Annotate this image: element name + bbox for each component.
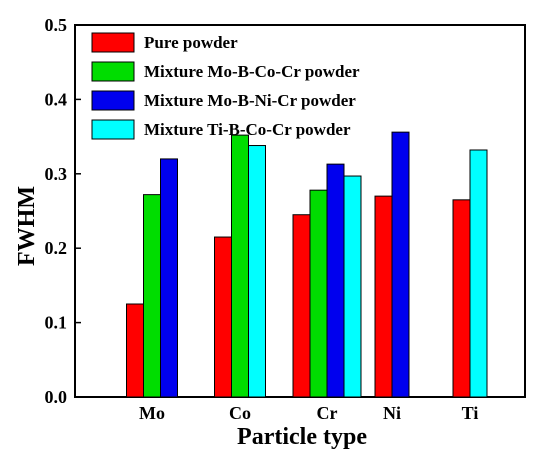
- x-tick-label-cr: Cr: [317, 403, 338, 423]
- legend-swatch-0: [91, 32, 135, 53]
- bar-ti-series-0: [452, 199, 471, 398]
- y-tick-label-5: 0.5: [45, 15, 68, 35]
- x-tick-label-ni: Ni: [383, 403, 401, 423]
- x-tick-label-mo: Mo: [139, 403, 165, 423]
- bar-mo-series-1: [143, 194, 161, 398]
- legend-swatch-2: [91, 90, 135, 111]
- bar-mo-series-0: [126, 303, 144, 398]
- legend-swatch-3: [91, 119, 135, 140]
- x-axis: Mo Co Cr Ni Ti: [139, 403, 478, 423]
- bar-ti-series-3: [469, 149, 488, 398]
- bar-co-series-1: [231, 134, 249, 398]
- bar-ni-series-0: [374, 195, 393, 398]
- legend-label-3: Mixture Ti-B-Co-Cr powder: [144, 120, 351, 139]
- y-axis-title: FWHM: [14, 186, 40, 266]
- x-axis-title: Particle type: [237, 424, 367, 450]
- bar-cr-series-3: [343, 175, 362, 398]
- bars-group: [126, 131, 488, 398]
- bar-ni-series-2: [391, 131, 410, 398]
- y-tick-label-0: 0.0: [45, 387, 68, 407]
- bar-co-series-3: [248, 145, 266, 398]
- bar-cr-series-0: [292, 214, 311, 398]
- y-tick-label-2: 0.2: [45, 238, 68, 258]
- legend-label-0: Pure powder: [144, 33, 238, 52]
- y-tick-label-3: 0.3: [45, 164, 68, 184]
- legend-swatch-1: [91, 61, 135, 82]
- legend: Pure powder Mixture Mo-B-Co-Cr powder Mixt…: [91, 32, 360, 140]
- y-tick-label-4: 0.4: [45, 89, 68, 109]
- bar-cr-series-2: [326, 163, 345, 398]
- bar-co-series-0: [214, 236, 232, 398]
- legend-label-1: Mixture Mo-B-Co-Cr powder: [144, 62, 360, 81]
- bar-mo-series-2: [160, 158, 178, 398]
- bar-cr-series-1: [309, 189, 328, 398]
- y-axis: 0.0 0.1 0.2 0.3 0.4 0.5: [45, 15, 81, 407]
- legend-label-2: Mixture Mo-B-Ni-Cr powder: [144, 91, 356, 110]
- x-tick-label-co: Co: [229, 403, 251, 423]
- x-tick-label-ti: Ti: [462, 403, 479, 423]
- y-tick-label-1: 0.1: [45, 313, 68, 333]
